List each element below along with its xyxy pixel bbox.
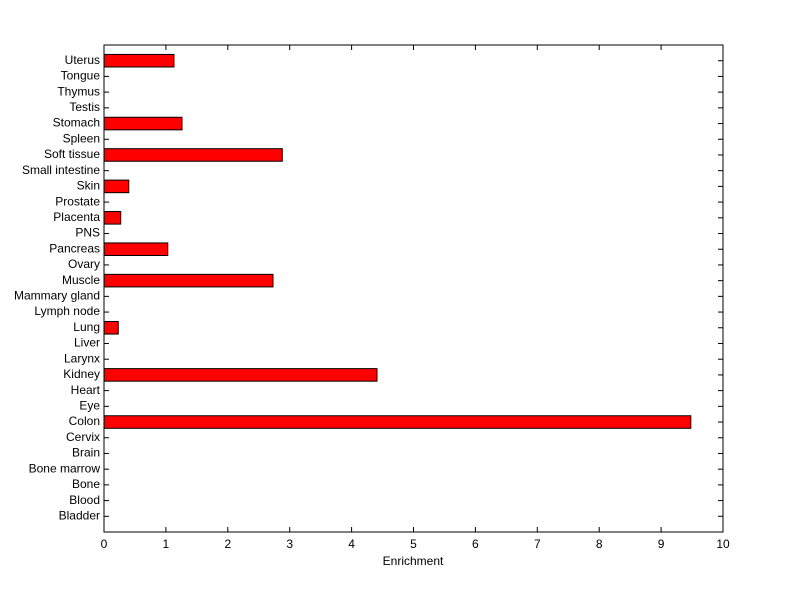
y-tick-label: Skin [77,179,100,193]
y-tick-label: Placenta [53,210,100,224]
y-tick-label: Thymus [57,84,100,98]
bar [103,273,274,288]
bar [103,53,175,68]
y-tick-label: Larynx [64,351,100,365]
y-tick-label: Bone marrow [29,461,101,475]
y-tick-label: Kidney [63,367,100,381]
bar [103,368,378,382]
y-tick-label: Stomach [53,116,100,130]
x-tick-label: 0 [101,537,108,551]
y-tick-label: Lung [73,320,100,334]
y-tick-label: Mammary gland [14,289,100,303]
plot-frame [103,44,724,533]
y-tick-label: Prostate [55,194,100,208]
y-tick-label: Lymph node [34,304,100,318]
y-tick-label: Bone [72,477,100,491]
y-tick-label: Spleen [63,131,100,145]
y-tick-label: Small intestine [22,163,100,177]
bar [103,148,283,162]
x-tick-label: 10 [716,537,730,551]
y-tick-label: Muscle [62,273,100,287]
y-tick-label: Colon [69,414,100,428]
bar [103,179,130,194]
y-tick-label: Brain [72,446,100,460]
y-tick-label: Ovary [68,257,100,271]
y-tick-label: Heart [71,383,101,397]
x-tick-label: 8 [596,537,603,551]
x-tick-label: 7 [534,537,541,551]
bar [103,242,169,257]
y-tick-label: Eye [79,398,100,412]
bar [103,116,183,131]
x-tick-label: 6 [472,537,479,551]
y-tick-label: Pancreas [49,241,100,255]
x-tick-label: 4 [348,537,355,551]
y-tick-label: PNS [75,226,100,240]
x-axis-label: Enrichment [383,554,444,568]
x-tick-label: 5 [410,537,417,551]
bar [103,211,122,225]
y-tick-label: Liver [74,336,100,350]
y-tick-label: Blood [69,493,100,507]
x-tick-label: 9 [658,537,665,551]
y-tick-label: Testis [69,100,100,114]
y-tick-label: Tongue [61,69,101,83]
x-tick-label: 2 [224,537,231,551]
y-tick-label: Soft tissue [44,147,100,161]
y-tick-label: Cervix [66,430,100,444]
y-tick-label: Bladder [59,508,100,522]
bar [103,415,692,429]
y-tick-label: Uterus [65,53,100,67]
x-tick-label: 1 [163,537,170,551]
bar [103,320,119,335]
x-tick-label: 3 [286,537,293,551]
